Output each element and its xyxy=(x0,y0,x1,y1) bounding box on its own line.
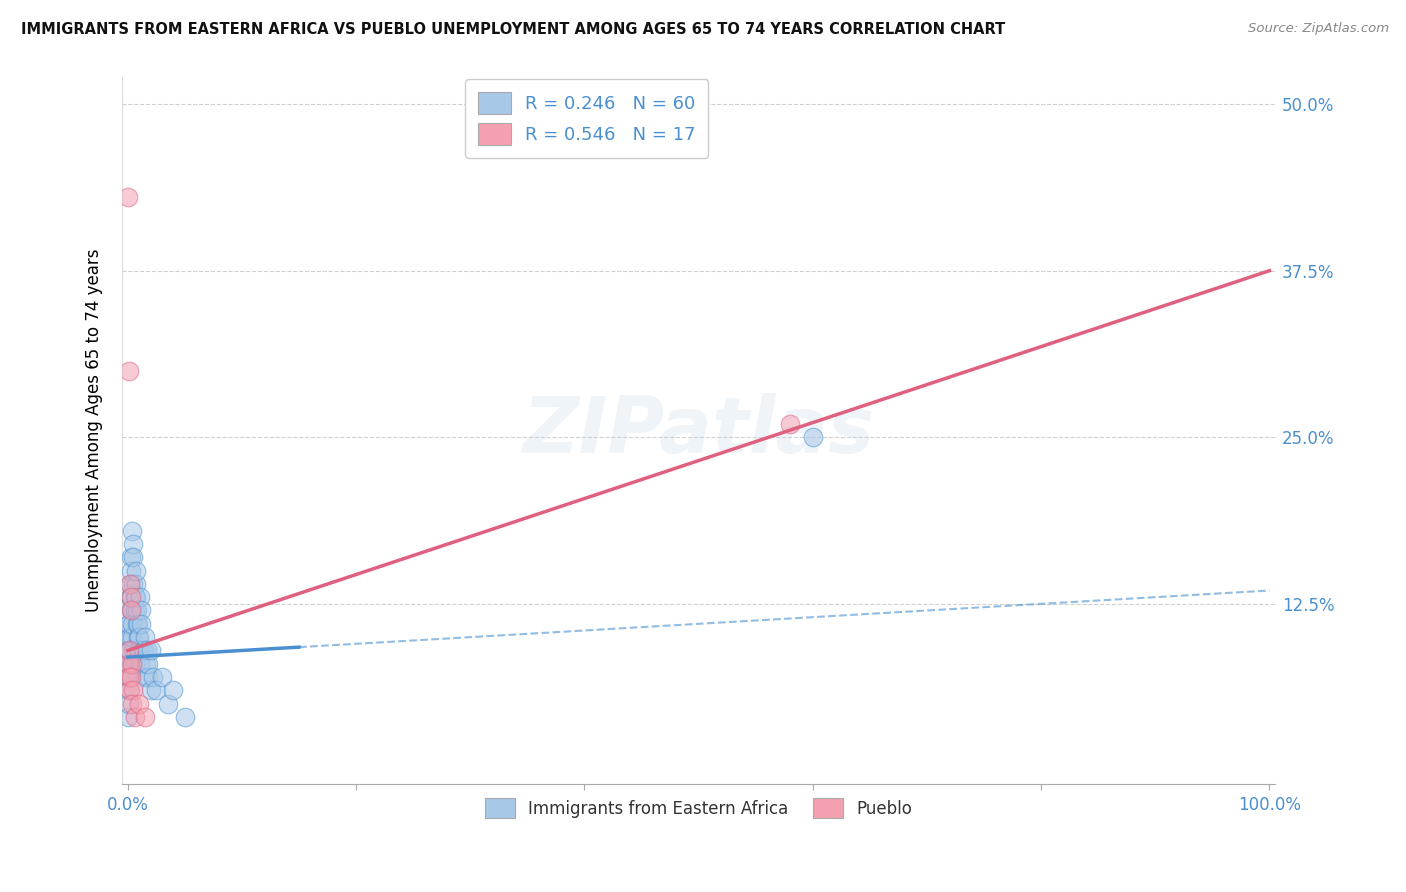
Point xyxy=(139,643,162,657)
Point xyxy=(122,537,145,551)
Point xyxy=(121,697,143,711)
Point xyxy=(150,670,173,684)
Point xyxy=(132,643,155,657)
Text: IMMIGRANTS FROM EASTERN AFRICA VS PUEBLO UNEMPLOYMENT AMONG AGES 65 TO 74 YEARS : IMMIGRANTS FROM EASTERN AFRICA VS PUEBLO… xyxy=(21,22,1005,37)
Point xyxy=(129,590,152,604)
Point xyxy=(125,616,148,631)
Point xyxy=(801,430,824,444)
Point xyxy=(121,524,143,538)
Point xyxy=(120,603,142,617)
Point xyxy=(117,710,139,724)
Point xyxy=(118,590,141,604)
Point xyxy=(125,603,148,617)
Point xyxy=(135,657,157,671)
Point xyxy=(139,683,162,698)
Point xyxy=(118,577,141,591)
Point xyxy=(134,630,156,644)
Point xyxy=(127,630,149,644)
Point xyxy=(118,643,141,657)
Point xyxy=(122,643,145,657)
Point xyxy=(120,590,142,604)
Point xyxy=(122,550,145,565)
Point xyxy=(173,710,195,724)
Point xyxy=(136,670,159,684)
Point xyxy=(122,577,145,591)
Point xyxy=(118,363,141,377)
Point xyxy=(117,630,139,644)
Point xyxy=(120,564,142,578)
Point xyxy=(136,643,159,657)
Point xyxy=(131,643,153,657)
Point xyxy=(118,630,141,644)
Point xyxy=(117,190,139,204)
Point xyxy=(124,590,146,604)
Y-axis label: Unemployment Among Ages 65 to 74 years: Unemployment Among Ages 65 to 74 years xyxy=(86,249,103,612)
Point xyxy=(118,697,141,711)
Point xyxy=(136,657,159,671)
Text: Source: ZipAtlas.com: Source: ZipAtlas.com xyxy=(1249,22,1389,36)
Point xyxy=(124,710,146,724)
Point xyxy=(779,417,801,431)
Point xyxy=(121,657,143,671)
Point xyxy=(125,590,148,604)
Point xyxy=(118,616,141,631)
Point xyxy=(128,643,150,657)
Point xyxy=(118,670,141,684)
Point xyxy=(122,683,145,698)
Point xyxy=(124,603,146,617)
Point xyxy=(145,683,167,698)
Point xyxy=(124,657,146,671)
Point xyxy=(134,670,156,684)
Point xyxy=(118,670,141,684)
Point xyxy=(125,577,148,591)
Point xyxy=(120,603,142,617)
Point xyxy=(118,643,141,657)
Point xyxy=(118,683,141,698)
Point xyxy=(127,616,149,631)
Point xyxy=(131,603,153,617)
Point xyxy=(134,710,156,724)
Point xyxy=(120,590,142,604)
Point xyxy=(120,670,142,684)
Point xyxy=(162,683,184,698)
Legend: Immigrants from Eastern Africa, Pueblo: Immigrants from Eastern Africa, Pueblo xyxy=(478,791,920,825)
Point xyxy=(118,657,141,671)
Point xyxy=(118,643,141,657)
Point xyxy=(129,657,152,671)
Point xyxy=(118,577,141,591)
Point xyxy=(118,670,141,684)
Point xyxy=(156,697,179,711)
Point xyxy=(118,657,141,671)
Point xyxy=(121,616,143,631)
Point xyxy=(121,603,143,617)
Point xyxy=(128,630,150,644)
Text: ZIPatlas: ZIPatlas xyxy=(523,392,875,468)
Point xyxy=(120,550,142,565)
Point xyxy=(118,616,141,631)
Point xyxy=(128,697,150,711)
Point xyxy=(142,670,165,684)
Point xyxy=(120,657,142,671)
Point xyxy=(131,616,153,631)
Point xyxy=(118,683,141,698)
Point xyxy=(121,630,143,644)
Point xyxy=(125,564,148,578)
